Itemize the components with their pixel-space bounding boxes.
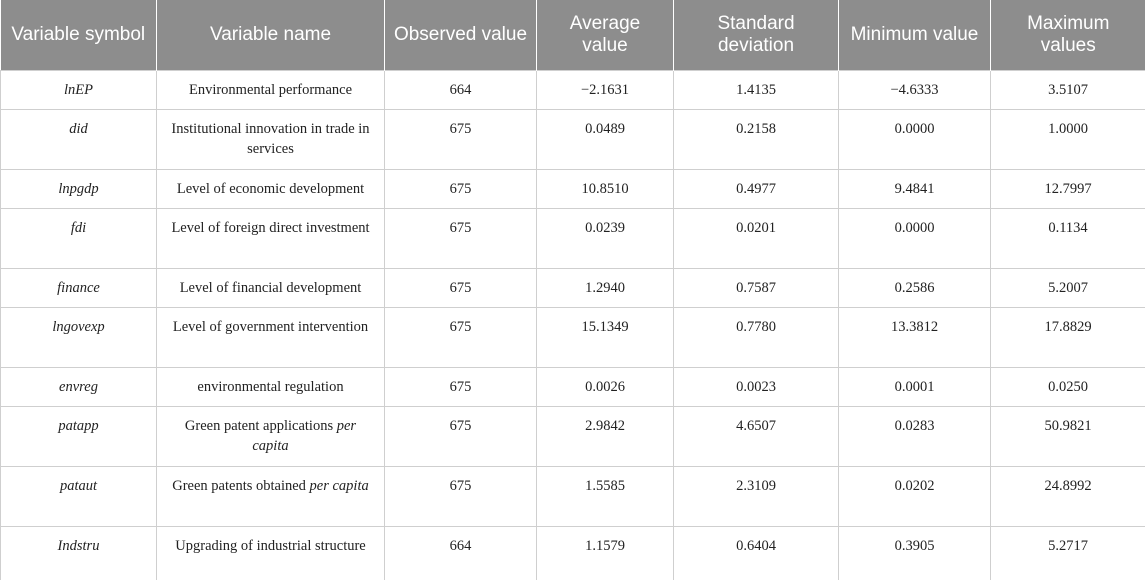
table-row: lngovexp Level of government intervention… <box>0 306 1145 368</box>
table-cell: 2.9842 <box>536 405 674 467</box>
table-cell: 50.9821 <box>990 405 1145 467</box>
table-cell: 4.6507 <box>673 405 839 467</box>
table-cell: 0.2586 <box>838 267 991 308</box>
table-cell: Green patents obtained per capita <box>156 465 385 527</box>
table-cell: 5.2717 <box>990 525 1145 580</box>
header-cell: Standard deviation <box>673 0 839 70</box>
table-cell: 1.5585 <box>536 465 674 527</box>
table-cell: 664 <box>384 69 537 110</box>
table-cell: 675 <box>384 168 537 209</box>
table-cell: lnEP <box>0 69 157 110</box>
header-cell: Minimum value <box>838 0 991 70</box>
table-cell: 3.5107 <box>990 69 1145 110</box>
table-cell: patapp <box>0 405 157 467</box>
table-cell: 0.7780 <box>673 306 839 368</box>
table-cell: 0.0000 <box>838 207 991 269</box>
table-row: envreg environmental regulation 675 0.0026 0… <box>0 366 1145 407</box>
table-cell: 2.3109 <box>673 465 839 527</box>
table-cell: 0.4977 <box>673 168 839 209</box>
header-cell: Average value <box>536 0 674 70</box>
table-cell: 0.0250 <box>990 366 1145 407</box>
table-cell: 675 <box>384 405 537 467</box>
table-cell: 9.4841 <box>838 168 991 209</box>
table-cell: 0.0489 <box>536 108 674 170</box>
table-cell: Level of government intervention <box>156 306 385 368</box>
table-cell: 0.0283 <box>838 405 991 467</box>
table-cell: 0.0023 <box>673 366 839 407</box>
table-cell: 0.0201 <box>673 207 839 269</box>
table-cell: lngovexp <box>0 306 157 368</box>
table-cell: envreg <box>0 366 157 407</box>
table-row: lnEP Environmental performance 664 −2.1631 1… <box>0 69 1145 110</box>
table-cell: 0.0001 <box>838 366 991 407</box>
table-cell: 0.0026 <box>536 366 674 407</box>
table-body: lnEP Environmental performance 664 −2.1631 1… <box>0 69 1145 580</box>
table-cell: 0.6404 <box>673 525 839 580</box>
table-cell: 675 <box>384 366 537 407</box>
table-cell: 10.8510 <box>536 168 674 209</box>
table-cell: fdi <box>0 207 157 269</box>
table-cell: 675 <box>384 465 537 527</box>
table-cell: pataut <box>0 465 157 527</box>
table-cell: Level of economic development <box>156 168 385 209</box>
table-row: patapp Green patent applications per capi… <box>0 405 1145 467</box>
header-cell: Variable symbol <box>0 0 157 70</box>
cell-text: Green patents obtained <box>172 477 310 494</box>
table-row: finance Level of financial development 675… <box>0 267 1145 308</box>
table-cell: 0.0239 <box>536 207 674 269</box>
table-cell: 675 <box>384 267 537 308</box>
table-cell: Level of financial development <box>156 267 385 308</box>
table-cell: 0.7587 <box>673 267 839 308</box>
table-cell: 0.1134 <box>990 207 1145 269</box>
table-cell: finance <box>0 267 157 308</box>
table-row: did Institutional innovation in trade in … <box>0 108 1145 170</box>
table-row: Indstru Upgrading of industrial structure… <box>0 525 1145 580</box>
table-cell: 0.0202 <box>838 465 991 527</box>
table-cell: 1.0000 <box>990 108 1145 170</box>
table-cell: 1.4135 <box>673 69 839 110</box>
table-cell: 0.0000 <box>838 108 991 170</box>
table-row: pataut Green patents obtained per capita 6… <box>0 465 1145 527</box>
table-cell: 675 <box>384 207 537 269</box>
header-cell: Observed value <box>384 0 537 70</box>
table-cell: Level of foreign direct investment <box>156 207 385 269</box>
table-cell: 24.8992 <box>990 465 1145 527</box>
header-cell: Maximum values <box>990 0 1145 70</box>
table-cell: Upgrading of industrial structure <box>156 525 385 580</box>
table-cell: 675 <box>384 306 537 368</box>
table-cell: 664 <box>384 525 537 580</box>
table-cell: Environmental performance <box>156 69 385 110</box>
cell-text: per capita <box>309 477 369 494</box>
table-cell: 13.3812 <box>838 306 991 368</box>
table-cell: 17.8829 <box>990 306 1145 368</box>
table-cell: environmental regulation <box>156 366 385 407</box>
table-cell: 15.1349 <box>536 306 674 368</box>
table-row: fdi Level of foreign direct investment 675… <box>0 207 1145 269</box>
table-cell: 12.7997 <box>990 168 1145 209</box>
table-cell: Green patent applications per capita <box>156 405 385 467</box>
header-cell: Variable name <box>156 0 385 70</box>
table-cell: Institutional innovation in trade in ser… <box>156 108 385 170</box>
table-cell: −4.6333 <box>838 69 991 110</box>
table-cell: lnpgdp <box>0 168 157 209</box>
table-cell: −2.1631 <box>536 69 674 110</box>
table-cell: 1.1579 <box>536 525 674 580</box>
table-cell: did <box>0 108 157 170</box>
cell-text: per capita <box>252 417 357 454</box>
table-cell: Indstru <box>0 525 157 580</box>
table-cell: 5.2007 <box>990 267 1145 308</box>
table-row: lnpgdp Level of economic development 675 10… <box>0 168 1145 209</box>
cell-text: Green patent applications <box>184 417 337 434</box>
table-cell: 0.2158 <box>673 108 839 170</box>
table-cell: 675 <box>384 108 537 170</box>
table-cell: 0.3905 <box>838 525 991 580</box>
header-row: Variable symbol Variable name Observed val… <box>0 0 1145 70</box>
table-cell: 1.2940 <box>536 267 674 308</box>
